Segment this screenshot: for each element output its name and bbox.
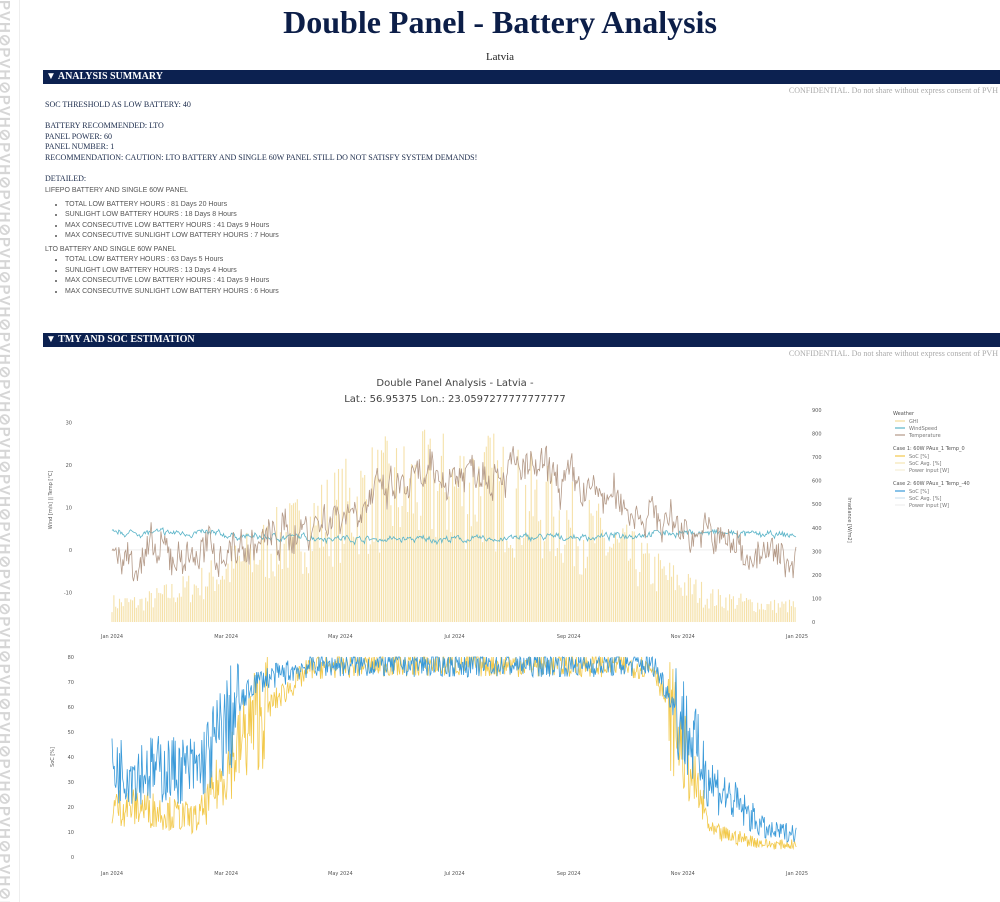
legend-item: SoC [%]	[909, 454, 929, 460]
x-tick-label: Jan 2024	[100, 871, 123, 877]
legend-item: Temperature	[908, 433, 941, 439]
y2-tick-label: 700	[812, 455, 822, 461]
list-item: TOTAL LOW BATTERY HOURS : 63 Days 5 Hour…	[65, 255, 477, 266]
list-item: MAX CONSECUTIVE SUNLIGHT LOW BATTERY HOU…	[65, 287, 477, 298]
x-tick-label: Mar 2024	[214, 634, 238, 640]
group-title: LIFEPO BATTERY AND SINGLE 60W PANEL	[45, 187, 189, 194]
legend-item: WindSpeed	[909, 426, 937, 432]
recommendation: RECOMMENDATION: CAUTION: LTO BATTERY AND…	[45, 152, 478, 162]
soc-series-case1	[111, 656, 797, 850]
y2-tick-label: 100	[812, 596, 822, 602]
list-item: MAX CONSECUTIVE LOW BATTERY HOURS : 41 D…	[65, 221, 477, 232]
y-tick-label: 0	[71, 855, 74, 861]
y-tick-label: -10	[64, 590, 72, 596]
group-title: LTO BATTERY AND SINGLE 60W PANEL	[45, 245, 177, 253]
y-axis-label: Wind [m/s] || Temp [°C]	[48, 471, 54, 530]
y-tick-label: 60	[68, 705, 74, 711]
legend-item: Power input [W]	[909, 468, 949, 474]
x-tick-label: Jan 2025	[785, 634, 808, 640]
watermark-text: PVH⊘PVH⊘PVH⊘PVH⊘PVH⊘PVH⊘PVH⊘PVH⊘PVH⊘PVH⊘…	[0, 0, 14, 902]
soc-threshold: SOC THRESHOLD AS LOW BATTERY: 40	[45, 100, 191, 109]
y2-tick-label: 200	[812, 573, 822, 579]
legend-group-title: Case 1: 60W PAux_1 Temp_0	[893, 446, 965, 452]
x-tick-label: Sep 2024	[557, 634, 581, 640]
confidential-note: CONFIDENTIAL. Do not share without expre…	[788, 349, 998, 358]
x-tick-label: Nov 2024	[671, 634, 695, 640]
chart-subtitle: Lat.: 56.95375 Lon.: 23.0597277777777777	[344, 394, 566, 405]
legend-item: SoC Avg. [%]	[909, 496, 941, 502]
legend-item: Power input [W]	[909, 503, 949, 509]
y2-tick-label: 900	[812, 408, 822, 414]
y-tick-label: 80	[68, 655, 74, 661]
y-tick-label: 10	[66, 506, 72, 512]
y2-tick-label: 0	[812, 620, 815, 626]
y-tick-label: 50	[68, 730, 74, 736]
y2-tick-label: 600	[812, 479, 822, 485]
x-tick-label: Jul 2024	[443, 871, 464, 877]
list-item: MAX CONSECUTIVE SUNLIGHT LOW BATTERY HOU…	[65, 231, 477, 242]
x-tick-label: Jul 2024	[443, 634, 464, 640]
soc-axis-label: SoC [%]	[50, 747, 56, 767]
y-tick-label: 70	[68, 680, 74, 686]
confidential-note: CONFIDENTIAL. Do not share without expre…	[788, 86, 998, 95]
page-title: Double Panel - Battery Analysis	[283, 4, 717, 40]
detailed-label: DETAILED:	[45, 173, 87, 183]
x-tick-label: May 2024	[328, 634, 353, 640]
x-tick-label: Mar 2024	[214, 871, 238, 877]
y-tick-label: 30	[66, 421, 72, 427]
windspeed-series	[111, 526, 797, 546]
battery-recommended: BATTERY RECOMMENDED: LTO	[45, 121, 164, 130]
y-tick-label: 30	[68, 780, 74, 786]
ghi-series	[111, 429, 796, 622]
legend-item: SoC [%]	[909, 489, 929, 495]
y2-tick-label: 500	[812, 502, 822, 508]
section-tmy-soc[interactable]: ▼ TMY AND SOC ESTIMATION	[43, 333, 1000, 347]
list-item: SUNLIGHT LOW BATTERY HOURS : 18 Days 8 H…	[65, 210, 477, 221]
panel-number: PANEL NUMBER: 1	[45, 142, 115, 151]
panel-power: PANEL POWER: 60	[45, 131, 112, 141]
legend-group-title: Case 2: 60W PAux_1 Temp_-40	[893, 481, 970, 487]
section-analysis-summary[interactable]: ▼ ANALYSIS SUMMARY	[43, 70, 1000, 84]
legend-group-title: Weather	[893, 411, 915, 417]
legend-item: GHI	[909, 419, 918, 425]
chart-title: Double Panel Analysis - Latvia -	[376, 378, 534, 389]
x-tick-label: Jan 2025	[785, 871, 808, 877]
y-tick-label: 0	[69, 548, 72, 554]
y2-tick-label: 300	[812, 549, 822, 555]
summary-block: SOC THRESHOLD AS LOW BATTERY: 40 BATTERY…	[45, 100, 477, 297]
location-subtitle: Latvia	[485, 51, 515, 63]
y-tick-label: 20	[68, 805, 74, 811]
soc-series-case2	[111, 655, 797, 843]
temperature-series	[111, 445, 797, 582]
x-tick-label: Jan 2024	[100, 634, 123, 640]
y2-tick-label: 400	[812, 526, 822, 532]
y2-axis-label: Irradiance [W/m2]	[846, 497, 852, 542]
watermark-strip: PVH⊘PVH⊘PVH⊘PVH⊘PVH⊘PVH⊘PVH⊘PVH⊘PVH⊘PVH⊘…	[0, 0, 20, 902]
list-item: SUNLIGHT LOW BATTERY HOURS : 13 Days 4 H…	[65, 266, 477, 277]
y2-tick-label: 800	[812, 432, 822, 438]
x-tick-label: Nov 2024	[671, 871, 695, 877]
y-tick-label: 40	[68, 755, 74, 761]
y-tick-label: 10	[68, 830, 74, 836]
list-item: MAX CONSECUTIVE LOW BATTERY HOURS : 41 D…	[65, 276, 477, 287]
list-item: TOTAL LOW BATTERY HOURS : 81 Days 20 Hou…	[65, 200, 477, 211]
y-tick-label: 20	[66, 463, 72, 469]
x-tick-label: Sep 2024	[557, 871, 581, 877]
legend-item: SoC Avg. [%]	[909, 461, 941, 467]
x-tick-label: May 2024	[328, 871, 353, 877]
